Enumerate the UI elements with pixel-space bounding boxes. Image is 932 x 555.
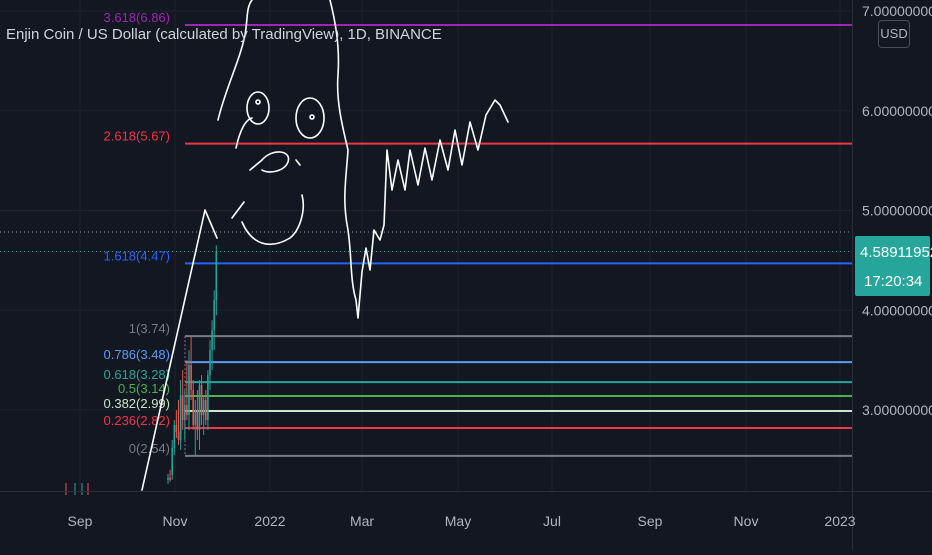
bar-countdown: 17:20:34: [864, 273, 923, 290]
x-tick-label: May: [445, 513, 471, 529]
x-tick-label: Sep: [638, 513, 663, 529]
candle-body: [179, 395, 182, 440]
candle-body: [175, 424, 178, 432]
x-tick-label: 2022: [254, 513, 285, 529]
y-tick-label: 6.00000000: [862, 103, 932, 119]
x-tick-label: Nov: [734, 513, 759, 529]
fib-level-label: 0(2.54): [129, 441, 170, 456]
currency-badge[interactable]: USD: [878, 20, 910, 48]
y-tick-label: 5.00000000: [862, 203, 932, 219]
fib-level-label: 1.618(4.47): [104, 248, 171, 263]
candle-body: [188, 365, 190, 415]
candle-body: [215, 251, 218, 301]
y-tick-label: 7.00000000: [862, 3, 932, 19]
candle-body: [169, 477, 171, 480]
candle-body: [213, 300, 215, 331]
x-tick-label: Mar: [350, 513, 374, 529]
candle-body: [177, 431, 180, 440]
last-price-badge: 4.58911952 17:20:34: [855, 236, 932, 296]
fib-level-label: 1(3.74): [129, 321, 170, 336]
fib-level-label: 3.618(6.86): [104, 10, 171, 25]
candle-body: [167, 477, 169, 480]
symbol-title[interactable]: Enjin Coin / US Dollar (calculated by Tr…: [6, 26, 442, 43]
x-tick-label: Nov: [163, 513, 188, 529]
candle-body: [181, 395, 184, 420]
fib-retracement[interactable]: 0(2.54)0.236(2.82)0.382(2.99)0.5(3.14)0.…: [104, 10, 853, 457]
candle-body: [207, 375, 209, 420]
candle-body: [186, 405, 188, 415]
candle-body: [194, 410, 197, 425]
candle-body: [190, 365, 192, 391]
fib-level-label: 2.618(5.67): [104, 129, 171, 144]
fib-level-label: 0.618(3.28): [104, 367, 171, 382]
last-price-value: 4.58911952: [860, 244, 932, 261]
fib-level-label: 0.5(3.14): [118, 381, 170, 396]
candle-body: [192, 390, 194, 425]
candle-body: [171, 447, 173, 475]
candle-body: [184, 405, 186, 420]
candle-body: [196, 410, 199, 430]
x-tick-label: 2023: [824, 513, 855, 529]
y-tick-label: 3.00000000: [862, 402, 932, 418]
candle-body: [198, 385, 201, 430]
candle-body: [205, 400, 207, 420]
y-tick-label: 4.00000000: [862, 302, 932, 318]
candle-body: [200, 385, 203, 415]
x-tick-label: Sep: [68, 513, 93, 529]
fib-level-label: 0.236(2.82): [104, 413, 171, 428]
candle-body: [202, 400, 205, 415]
candles: [65, 245, 218, 495]
x-tick-label: Jul: [543, 513, 561, 529]
candle-body: [211, 330, 213, 351]
candle-body: [173, 424, 176, 448]
freehand-drawing[interactable]: [141, 0, 509, 491]
candle-body: [209, 350, 211, 376]
fib-level-label: 0.382(2.99): [104, 396, 171, 411]
fib-level-label: 0.786(3.48): [104, 347, 171, 362]
